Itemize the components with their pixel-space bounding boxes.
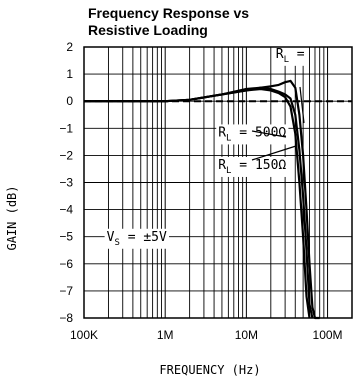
x-tick-label: 100M (313, 328, 343, 342)
grid (84, 47, 352, 318)
x-axis-label: FREQUENCY (Hz) (159, 363, 260, 377)
y-tick-label: −8 (59, 311, 73, 325)
annotation-background (216, 156, 289, 177)
annotation-1: RL = 500Ω (216, 124, 289, 145)
y-tick-label: −7 (59, 284, 73, 298)
series-line-2 (84, 87, 311, 319)
chart-title-line1: Frequency Response vs (88, 5, 249, 21)
y-tick-label: −3 (59, 176, 73, 190)
plot-border (83, 46, 353, 319)
y-tick-label: −5 (59, 230, 73, 244)
annotation-text: RL = (276, 47, 305, 65)
y-tick-labels: 2 1 0 −1 −2 −3 −4 −5 −6 −7 −8 (59, 40, 73, 325)
x-tick-label: 100K (70, 328, 98, 342)
y-tick-label: −1 (59, 121, 73, 135)
y-tick-label: 1 (66, 67, 73, 81)
annotation-leader-0 (299, 86, 305, 124)
y-axis-label: GAIN (dB) (5, 185, 19, 250)
y-tick-label: −2 (59, 148, 73, 162)
annotation-text: VS = ±5V (107, 230, 167, 248)
x-tick-label: 1M (157, 328, 174, 342)
annotation-2: RL = 150Ω (216, 156, 289, 177)
x-tick-labels: 100K 1M 10M 100M (70, 328, 343, 342)
annotations: RL = RL = 500Ω RL = 150Ω VS = ±5V (104, 45, 307, 249)
annotation-0: RL = (273, 45, 307, 66)
series-group (84, 79, 320, 320)
series-line-0 (84, 79, 320, 320)
annotation-leader-2 (251, 145, 297, 161)
y-tick-label: −6 (59, 257, 73, 271)
x-tick-label: 10M (235, 328, 258, 342)
y-tick-label: −4 (59, 203, 73, 217)
annotation-background (216, 124, 289, 145)
annotation-text: RL = 150Ω (218, 158, 286, 176)
series-line-1 (84, 86, 314, 319)
y-tick-label: 0 (66, 94, 73, 108)
y-tick-label: 2 (66, 40, 73, 54)
annotation-background (104, 228, 170, 249)
chart-title-line2: Resistive Loading (88, 22, 208, 38)
annotation-background (273, 45, 307, 66)
annotation-text: RL = 500Ω (218, 125, 286, 143)
annotation-leader-1 (251, 130, 287, 138)
annotation-3: VS = ±5V (104, 228, 170, 249)
